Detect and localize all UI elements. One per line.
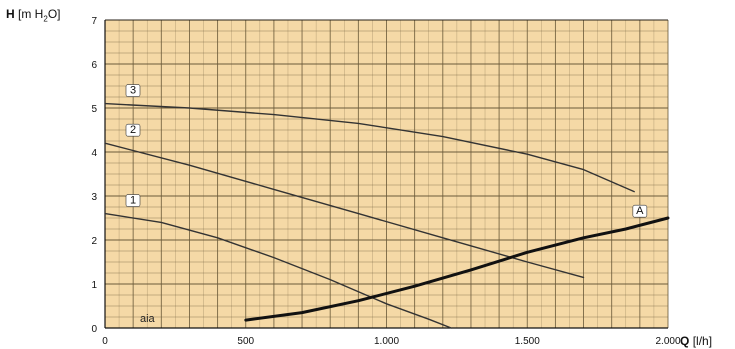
x-tick-label: 1.000	[374, 336, 399, 347]
x-tick-label: 500	[237, 336, 254, 347]
series-line-3	[104, 102, 635, 193]
axes	[104, 19, 668, 329]
y-tick-label: 3	[91, 192, 97, 203]
y-tick-label: 6	[91, 60, 97, 71]
series-line-1	[104, 212, 452, 329]
series-line-2	[104, 142, 585, 279]
y-axis-label: H [m H2O]	[6, 7, 61, 24]
side-text: aia	[140, 313, 155, 325]
series-label-2: 2	[130, 124, 136, 136]
x-tick-label: 1.500	[515, 336, 540, 347]
y-tick-labels: 0 1 2 3 4 5 6 7	[91, 16, 97, 335]
x-tick-label: 2.000	[655, 336, 680, 347]
y-tick-label: 2	[91, 236, 97, 247]
series-label-box-1	[125, 194, 141, 207]
x-axis-label: Q [l/h]	[680, 334, 713, 348]
x-tick-labels: 0 500 1.000 1.500 2.000	[102, 336, 681, 347]
series-lines	[104, 102, 670, 329]
series-label-A: A	[636, 205, 644, 217]
x-tick-label: 0	[102, 336, 108, 347]
series-label-box-A	[632, 204, 648, 218]
series-label-1: 1	[130, 195, 136, 207]
y-tick-label: 0	[91, 324, 97, 335]
major-grid	[104, 19, 669, 329]
y-tick-label: 7	[91, 16, 97, 27]
series-label-box-3	[125, 84, 141, 97]
series-label-3: 3	[130, 85, 136, 97]
series-line-A	[244, 216, 670, 322]
series-label-box-2	[125, 123, 141, 137]
series-labels: 1 2 3 A	[125, 84, 648, 218]
y-tick-label: 1	[91, 280, 97, 291]
y-tick-label: 4	[91, 148, 97, 159]
y-tick-label: 5	[91, 104, 97, 115]
